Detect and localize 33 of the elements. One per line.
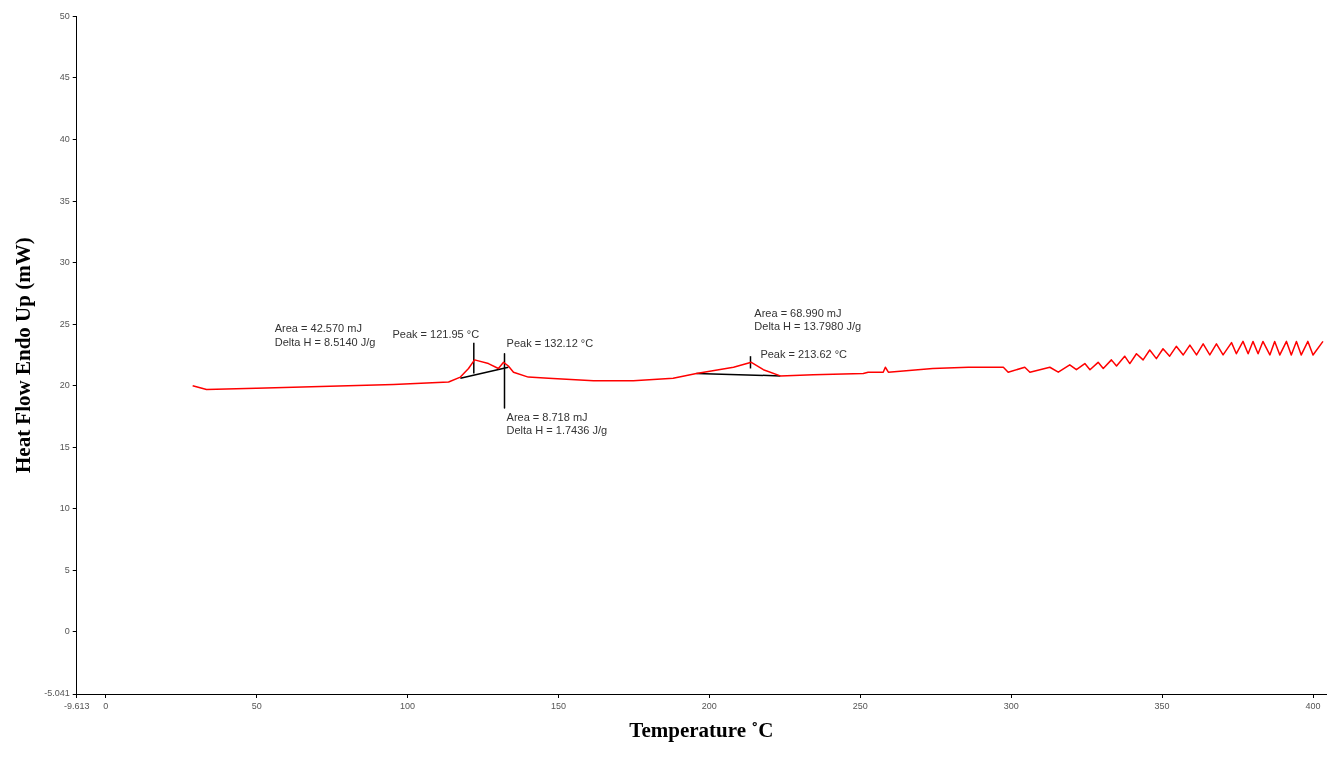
annotation: Area = 42.570 mJ xyxy=(274,322,362,335)
annotation: Area = 68.990 mJ xyxy=(754,307,842,320)
annotation: Peak = 213.62 °C xyxy=(760,347,848,360)
y-axis-title: Heat Flow Endo Up (mW) xyxy=(11,237,36,474)
y-tick-label: 0 xyxy=(64,626,70,637)
x-tick-label: 300 xyxy=(1003,700,1019,711)
x-axis-title: Temperature ˚C xyxy=(629,717,774,742)
x-tick-label: 250 xyxy=(852,700,868,711)
annotation: Delta H = 1.7436 J/g xyxy=(506,424,608,437)
y-tick-label: 30 xyxy=(59,257,70,268)
x-tick-label: -9.613 xyxy=(63,700,90,711)
annotation: Area = 8.718 mJ xyxy=(506,410,588,423)
x-tick-label: 350 xyxy=(1154,700,1170,711)
y-tick-label: 40 xyxy=(59,133,70,144)
y-tick-label: 5 xyxy=(64,564,70,575)
y-tick-label: 20 xyxy=(59,380,70,391)
x-tick-label: 100 xyxy=(400,700,416,711)
y-tick-label: -5.041 xyxy=(44,688,70,699)
y-tick-label: 15 xyxy=(59,441,70,452)
y-tick-label: 10 xyxy=(59,503,70,514)
y-tick-label: 35 xyxy=(59,195,70,206)
x-tick-label: 400 xyxy=(1305,700,1321,711)
x-tick-label: 200 xyxy=(701,700,717,711)
y-tick-label: 50 xyxy=(59,10,70,21)
x-tick-label: 50 xyxy=(251,700,262,711)
annotation: Delta H = 8.5140 J/g xyxy=(274,335,376,348)
x-tick-label: 0 xyxy=(103,700,109,711)
x-tick-label: 150 xyxy=(550,700,566,711)
annotation: Peak = 132.12 °C xyxy=(506,336,594,349)
annotation: Delta H = 13.7980 J/g xyxy=(754,319,862,332)
y-tick-label: 25 xyxy=(59,318,70,329)
annotation: Peak = 121.95 °C xyxy=(392,328,480,341)
y-tick-label: 45 xyxy=(59,72,70,83)
